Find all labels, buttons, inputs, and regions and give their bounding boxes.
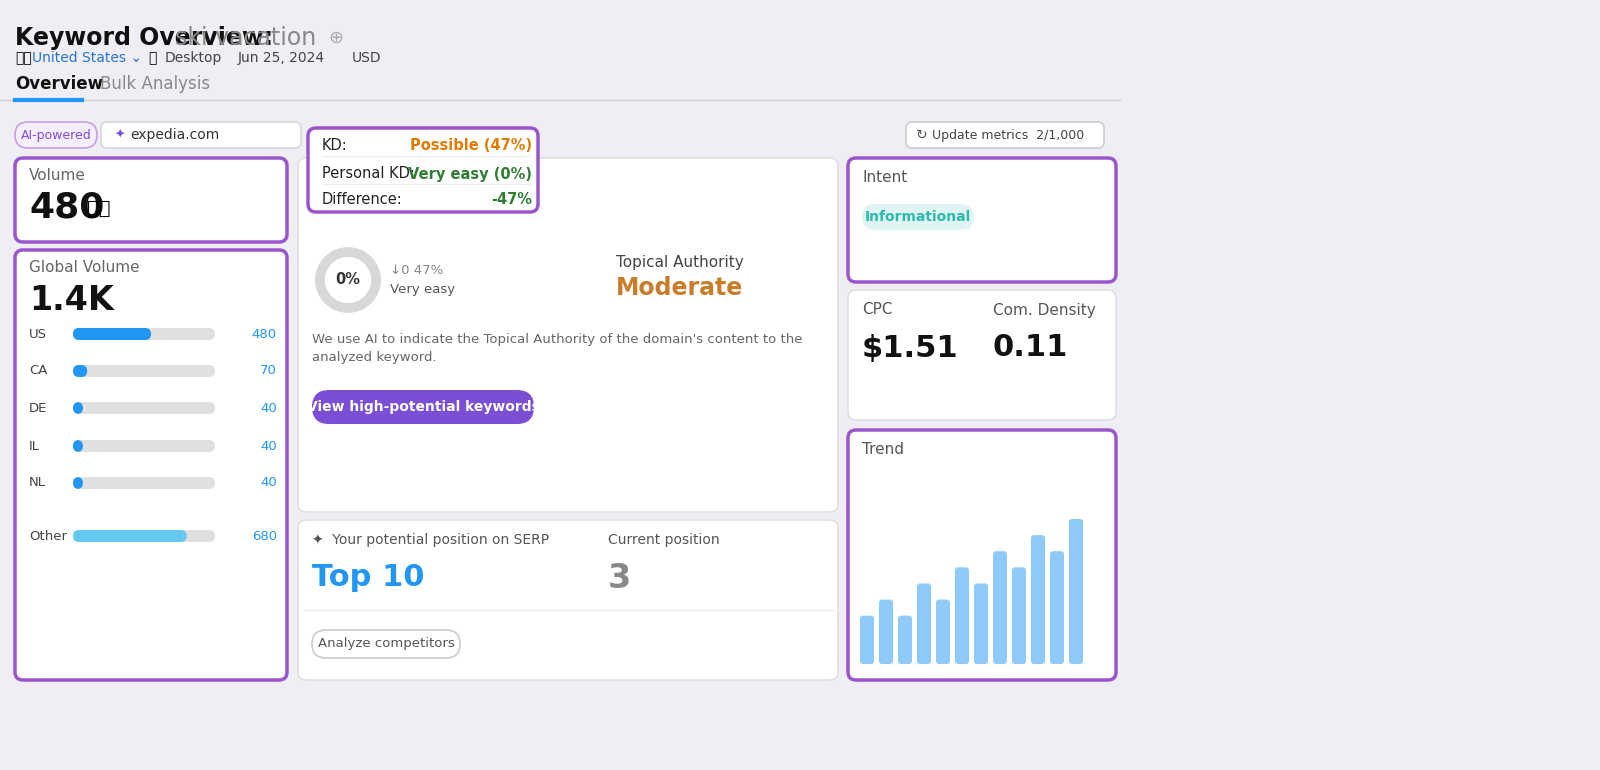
Text: ↓0 47%: ↓0 47% [390,265,443,277]
FancyBboxPatch shape [74,440,214,452]
FancyBboxPatch shape [878,600,893,664]
Text: 40: 40 [261,401,277,414]
Text: USD: USD [352,51,382,65]
Text: IL: IL [29,440,40,453]
FancyBboxPatch shape [14,250,286,680]
FancyBboxPatch shape [861,616,874,664]
FancyBboxPatch shape [74,440,83,452]
Text: Possible (47%): Possible (47%) [410,139,531,153]
FancyBboxPatch shape [14,122,98,148]
FancyBboxPatch shape [74,477,83,489]
Text: Current position: Current position [608,533,720,547]
FancyBboxPatch shape [0,0,1600,120]
FancyBboxPatch shape [1069,519,1083,664]
Text: Bulk Analysis: Bulk Analysis [99,75,210,93]
FancyBboxPatch shape [848,290,1117,420]
Text: expedia.com: expedia.com [130,128,219,142]
Text: ✦: ✦ [115,129,125,142]
FancyBboxPatch shape [298,520,838,680]
Text: Update metrics  2/1,000: Update metrics 2/1,000 [931,129,1085,142]
Text: Analyze competitors: Analyze competitors [318,638,454,651]
Text: 70: 70 [261,364,277,377]
Text: Jun 25, 2024: Jun 25, 2024 [238,51,325,65]
Text: Desktop: Desktop [165,51,222,65]
FancyBboxPatch shape [298,158,838,512]
Text: Very easy: Very easy [390,283,454,296]
Text: KD:: KD: [322,139,347,153]
Text: Com. Density: Com. Density [994,303,1096,317]
Text: 0.11: 0.11 [994,333,1069,363]
Text: Other: Other [29,530,67,543]
FancyBboxPatch shape [848,158,1117,282]
Text: Difference:: Difference: [322,192,403,207]
Text: 🇺🇸: 🇺🇸 [14,51,32,65]
FancyBboxPatch shape [312,390,534,424]
Text: NL: NL [29,477,46,490]
Text: 40: 40 [261,477,277,490]
Text: Global Volume: Global Volume [29,260,139,276]
Text: 1.4K: 1.4K [29,283,114,316]
Text: View high-potential keywords: View high-potential keywords [307,400,539,414]
Text: US: US [29,327,46,340]
Text: 🖥: 🖥 [147,51,157,65]
Text: DE: DE [29,401,48,414]
Text: Moderate: Moderate [616,276,744,300]
Text: $1.51: $1.51 [862,333,958,363]
Text: Top 10: Top 10 [312,564,424,592]
Text: Keyword Overview:: Keyword Overview: [14,26,274,50]
FancyBboxPatch shape [898,616,912,664]
FancyBboxPatch shape [312,630,461,658]
Text: ✦  Your potential position on SERP: ✦ Your potential position on SERP [312,533,549,547]
Text: United States ⌄: United States ⌄ [32,51,142,65]
FancyBboxPatch shape [74,365,214,377]
Text: -47%: -47% [491,192,531,207]
Text: Volume: Volume [29,169,86,183]
FancyBboxPatch shape [917,584,931,664]
Text: AI-powered: AI-powered [21,129,91,142]
FancyBboxPatch shape [936,600,950,664]
FancyBboxPatch shape [862,204,974,230]
FancyBboxPatch shape [906,122,1104,148]
Text: Overview: Overview [14,75,102,93]
FancyBboxPatch shape [848,430,1117,680]
Text: ↻: ↻ [915,128,928,142]
Text: 680: 680 [251,530,277,543]
Text: analyzed keyword.: analyzed keyword. [312,351,437,364]
FancyBboxPatch shape [74,402,83,414]
FancyBboxPatch shape [101,122,301,148]
FancyBboxPatch shape [1013,567,1026,664]
FancyBboxPatch shape [974,584,989,664]
Text: 40: 40 [261,440,277,453]
Text: Very easy (0%): Very easy (0%) [408,166,531,182]
FancyBboxPatch shape [14,158,286,242]
FancyBboxPatch shape [74,530,187,542]
FancyBboxPatch shape [955,567,970,664]
Text: Intent: Intent [862,170,907,186]
FancyBboxPatch shape [74,328,150,340]
Text: 480: 480 [29,191,104,225]
Text: CPC: CPC [862,303,893,317]
Text: 480: 480 [251,327,277,340]
FancyBboxPatch shape [74,477,214,489]
FancyBboxPatch shape [74,328,214,340]
Text: ⊕: ⊕ [328,29,342,47]
Text: CA: CA [29,364,48,377]
FancyBboxPatch shape [307,128,538,212]
Text: Informational: Informational [866,210,971,224]
Text: ski vacation: ski vacation [174,26,317,50]
FancyBboxPatch shape [74,402,214,414]
FancyBboxPatch shape [1030,535,1045,664]
Text: Trend: Trend [862,443,904,457]
Text: 0%: 0% [336,273,360,287]
Text: Topical Authority: Topical Authority [616,255,744,270]
FancyBboxPatch shape [74,365,86,377]
FancyBboxPatch shape [1050,551,1064,664]
Text: 3: 3 [608,561,632,594]
Text: We use AI to indicate the Topical Authority of the domain's content to the: We use AI to indicate the Topical Author… [312,333,803,347]
FancyBboxPatch shape [74,530,214,542]
Text: Personal KD:: Personal KD: [322,166,414,182]
Text: 🇺🇸: 🇺🇸 [86,199,110,217]
FancyBboxPatch shape [994,551,1006,664]
